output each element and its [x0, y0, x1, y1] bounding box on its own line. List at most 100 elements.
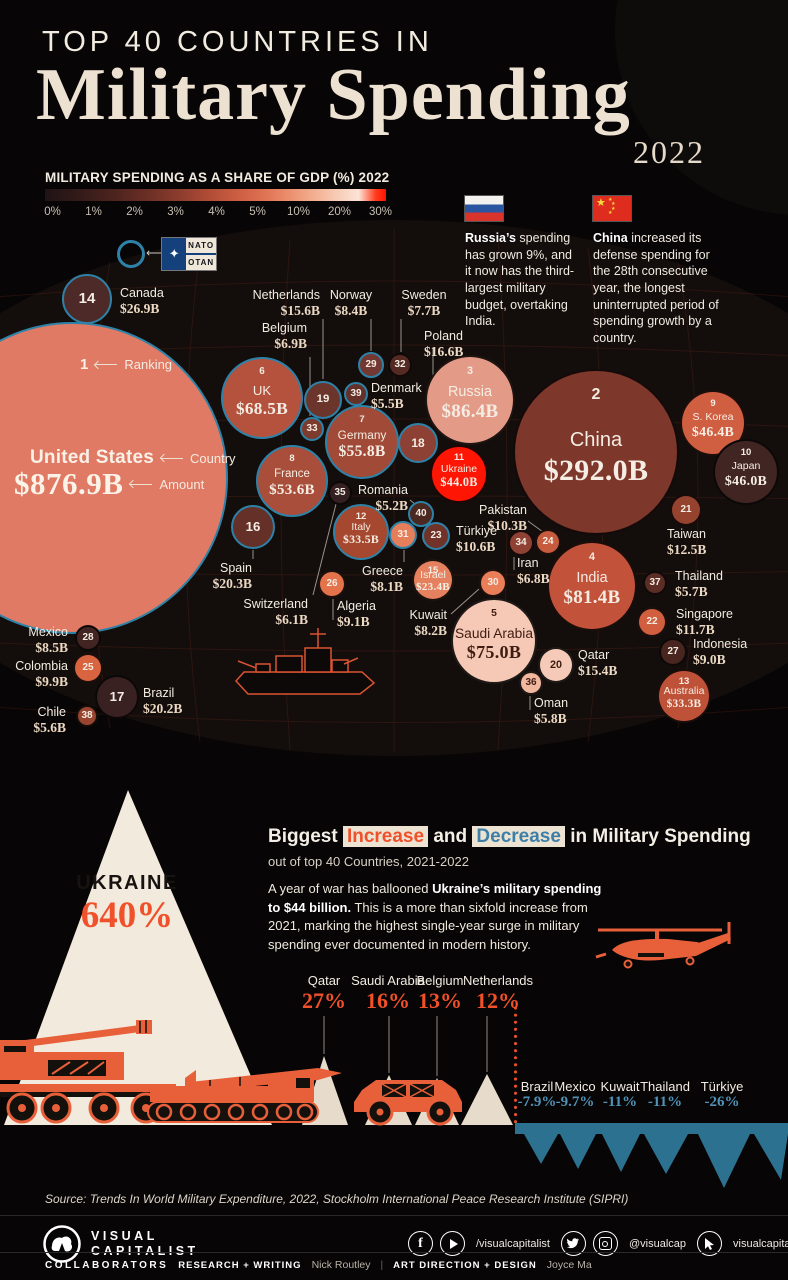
decrease-item-kuwait: Kuwait -11% — [578, 1079, 662, 1111]
writing-role-label: RESEARCH + WRITING — [178, 1259, 302, 1271]
website-link[interactable]: visualcapitalist.com — [733, 1237, 788, 1250]
amount-russia: $86.4B — [441, 400, 499, 422]
rank-chile: 38 — [81, 710, 93, 722]
rank-italy: 12 — [355, 511, 367, 523]
increase-value-belgium: 13% — [418, 988, 462, 1013]
ukraine-triangle — [4, 790, 272, 1125]
rank-france: 8 — [289, 453, 295, 465]
instagram-icon[interactable] — [592, 1231, 618, 1256]
label-algeria: Algeria $9.1B — [337, 599, 376, 629]
rank-romania: 40 — [415, 508, 427, 520]
bubble-spain: 16 — [231, 505, 275, 549]
label-name-algeria: Algeria — [337, 599, 376, 613]
rank-israel: 15 — [427, 564, 439, 576]
label-name-belgium: Belgium — [261, 321, 307, 335]
annotation-arrow-icon — [161, 457, 184, 459]
gdp-legend-ticks: 0% 1% 2% 3% 4% 5% 10% 20% 30% — [32, 206, 401, 218]
bubble-canada: 14 — [62, 274, 112, 324]
decrease-item-t-rkiye: Türkiye -26% — [680, 1079, 764, 1111]
battleship-icon — [234, 628, 376, 695]
rank-netherlands: 19 — [316, 393, 330, 406]
decorative-circle — [615, 0, 788, 215]
label-amount-sweden: $7.7B — [407, 302, 441, 318]
gdp-tick-20: 20% — [327, 206, 352, 218]
compare-paragraph: A year of war has ballooned Ukraine’s mi… — [268, 881, 602, 952]
cursor-icon[interactable] — [697, 1231, 723, 1256]
netherlands-triangle — [461, 1074, 513, 1125]
page-title: Military Spending — [36, 54, 631, 136]
twitter-icon[interactable] — [560, 1231, 586, 1256]
rank-mexico: 28 — [82, 632, 94, 644]
label-mexico: Mexico $8.5B — [0, 625, 68, 655]
label-amount-thailand: $5.7B — [675, 583, 708, 599]
gdp-tick-1: 1% — [85, 206, 102, 218]
rank-algeria: 26 — [326, 578, 338, 590]
ukraine-increase-value: 640% — [80, 895, 174, 936]
decrease-value-mexico: -9.7% — [555, 1094, 595, 1110]
rank-sweden: 32 — [394, 359, 406, 371]
rank-india: 4 — [588, 551, 595, 564]
country-name-s-korea: S. Korea — [692, 411, 734, 424]
bubble-brazil: 17 — [95, 675, 139, 719]
increase-decrease-graphic — [0, 790, 788, 1188]
decrease-item-mexico: Mexico -9.7% — [533, 1079, 617, 1111]
facebook-icon[interactable]: f — [408, 1231, 433, 1256]
writer-name: Nick Routley — [311, 1259, 371, 1271]
ranking-label: Ranking — [124, 357, 173, 372]
label-name-spain: Spain — [220, 561, 252, 575]
bubble-labels: Canada $26.9B Spain $20.3B Brazil $20.2B Polan… — [0, 286, 747, 735]
increase-name-qatar: Qatar — [307, 972, 341, 988]
social-handle[interactable]: /visualcapitalist — [476, 1237, 550, 1250]
label-amount-taiwan: $12.5B — [667, 541, 707, 557]
bubble-belgium: 33 — [300, 417, 324, 441]
label-amount-denmark: $5.5B — [371, 395, 404, 411]
bubble-pakistan: 24 — [535, 529, 561, 555]
country-name-japan: Japan — [731, 460, 761, 473]
bubble-thailand: 37 — [643, 571, 667, 595]
bubble-japan: 10 Japan $46.0B — [713, 439, 779, 505]
bubble-algeria: 26 — [318, 570, 346, 598]
amount-china: $292.0B — [543, 453, 649, 487]
bubble-australia: 13 Australia $33.3B — [657, 669, 711, 723]
label-amount-switzerland: $6.1B — [275, 611, 308, 627]
label-singapore: Singapore $11.7B — [676, 607, 733, 637]
nato-label: NATO — [186, 238, 216, 255]
gdp-tick-30: 30% — [368, 206, 393, 218]
increase-highlight: Increase — [342, 826, 429, 847]
amount-germany: $55.8B — [338, 442, 386, 460]
decrease-highlight: Decrease — [472, 826, 565, 847]
social-handle-2[interactable]: @visualcap — [628, 1237, 687, 1250]
source-note: Source: Trends In World Military Expendi… — [45, 1192, 629, 1206]
bubble-singapore: 22 — [637, 607, 667, 637]
label-amount-belgium: $6.9B — [274, 335, 307, 351]
gdp-tick-3: 3% — [167, 206, 184, 218]
label-name-poland: Poland — [424, 329, 463, 343]
missile-tank-icon — [147, 1068, 342, 1123]
rank-australia: 13 — [678, 675, 690, 687]
us-amount: $876.9B — [14, 466, 124, 501]
amount-italy: $33.5B — [342, 533, 380, 547]
decrease-name-t-rkiye: Türkiye — [700, 1079, 744, 1094]
rank-uk: 6 — [259, 366, 265, 378]
ukraine-label: UKRAINE — [76, 872, 178, 894]
bubble-ukraine: 11 Ukraine $44.0B — [430, 445, 488, 503]
us-country-name: United States — [30, 447, 155, 468]
divider — [0, 1215, 788, 1216]
label-poland: Poland $16.6B — [424, 329, 463, 359]
bubble-t-rkiye: 23 — [422, 522, 450, 550]
label-name-oman: Oman — [534, 696, 569, 710]
label-spain: Spain $20.3B — [92, 561, 252, 591]
amount-israel: $23.4B — [416, 581, 450, 594]
youtube-icon[interactable] — [440, 1231, 465, 1256]
label-amount-pakistan: $10.3B — [487, 517, 527, 533]
country-name-italy: Italy — [351, 521, 371, 534]
label-amount-brazil: $20.2B — [143, 700, 183, 716]
bubble-sweden: 32 — [388, 353, 412, 377]
label-amount-poland: $16.6B — [424, 343, 464, 359]
page-year: 2022 — [633, 134, 705, 170]
compare-subheading: out of top 40 Countries, 2021-2022 — [268, 854, 469, 869]
rank-indonesia: 27 — [667, 646, 679, 658]
rank-greece: 31 — [397, 529, 409, 541]
rank-canada: 14 — [78, 290, 96, 308]
